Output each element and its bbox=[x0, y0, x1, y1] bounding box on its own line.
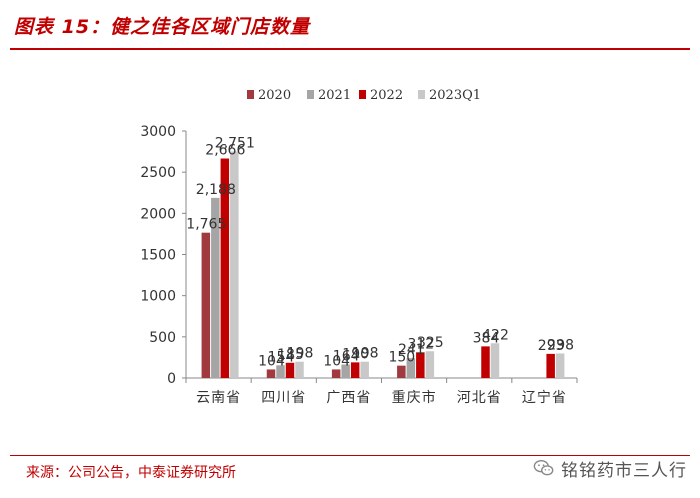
bar-2023q1 bbox=[490, 343, 500, 378]
data-label: 104 bbox=[323, 353, 350, 369]
data-label: 198 bbox=[287, 346, 314, 362]
legend-swatch-2020 bbox=[247, 90, 254, 99]
bar-2022 bbox=[220, 158, 230, 378]
data-label: 2,188 bbox=[196, 182, 236, 198]
bar-2023q1 bbox=[555, 353, 565, 378]
x-tick-label: 云南省 bbox=[196, 390, 241, 406]
data-label: 150 bbox=[388, 350, 415, 366]
x-tick-label: 重庆市 bbox=[392, 389, 437, 406]
bar-2022 bbox=[546, 353, 555, 378]
data-label: 384 bbox=[473, 330, 500, 346]
bar-chart: 0 500 1000 1500 2000 2500 3000 云南省 四川省 广西省 重庆市 河北省 辽… bbox=[140, 88, 578, 406]
data-label: 190 bbox=[342, 346, 369, 362]
bar-2021 bbox=[341, 364, 350, 378]
data-label: 154 bbox=[268, 349, 295, 365]
page-title: 图表 15：健之佳各区域门店数量 bbox=[14, 16, 311, 38]
y-tick-label: 500 bbox=[149, 330, 176, 346]
y-tick-label: 0 bbox=[167, 371, 176, 387]
bar-2021 bbox=[211, 197, 220, 378]
bar-2020 bbox=[397, 365, 406, 378]
bar-2021 bbox=[276, 365, 285, 378]
data-label: 325 bbox=[417, 335, 444, 351]
legend-label: 2022 bbox=[370, 88, 403, 103]
data-label: 1,765 bbox=[186, 217, 226, 233]
bar-2022 bbox=[285, 362, 295, 378]
footer-divider bbox=[10, 455, 690, 456]
data-label: 198 bbox=[352, 346, 379, 362]
data-label: 185 bbox=[277, 347, 304, 363]
data-label: 298 bbox=[547, 337, 574, 353]
data-label: 2,666 bbox=[205, 142, 245, 158]
x-tick-label: 辽宁省 bbox=[522, 389, 567, 406]
x-tick-label: 广西省 bbox=[326, 390, 371, 406]
y-tick-label: 2000 bbox=[140, 206, 176, 222]
legend-label: 2020 bbox=[258, 88, 291, 103]
data-label: 312 bbox=[407, 336, 434, 352]
bar-2020 bbox=[331, 369, 341, 378]
bar-2023q1 bbox=[425, 351, 435, 378]
title-divider bbox=[10, 48, 690, 50]
bar-2020 bbox=[201, 232, 211, 378]
y-tick-label: 1000 bbox=[140, 289, 176, 305]
watermark-text: 铭铭药市三人行 bbox=[561, 460, 687, 481]
x-tick-label: 四川省 bbox=[261, 390, 306, 406]
source-note: 来源：公司公告，中泰证券研究所 bbox=[26, 465, 236, 481]
legend-label: 2021 bbox=[318, 88, 351, 103]
bar-2021 bbox=[406, 358, 416, 378]
data-label: 422 bbox=[482, 327, 509, 343]
bar-2020 bbox=[266, 369, 276, 378]
bar-2022 bbox=[350, 362, 360, 378]
bar-2023q1 bbox=[230, 151, 239, 378]
bar-2023q1 bbox=[360, 361, 369, 378]
y-tick-label: 3000 bbox=[140, 124, 176, 140]
legend-swatch-2023q1 bbox=[418, 90, 425, 99]
bar-2022 bbox=[416, 352, 425, 378]
y-tick-label: 1500 bbox=[140, 248, 176, 264]
x-tick-label: 河北省 bbox=[457, 390, 502, 406]
y-tick-label: 2500 bbox=[140, 165, 176, 181]
bar-2023q1 bbox=[295, 361, 304, 378]
bar-2022 bbox=[481, 346, 490, 378]
watermark: 铭铭药市三人行 bbox=[533, 455, 687, 481]
wechat-icon bbox=[533, 459, 554, 476]
legend-label: 2023Q1 bbox=[429, 88, 481, 103]
data-label: 293 bbox=[538, 338, 565, 354]
data-label: 104 bbox=[258, 353, 285, 369]
data-label: 241 bbox=[398, 342, 425, 358]
data-label: 2,751 bbox=[215, 136, 255, 152]
legend-swatch-2021 bbox=[307, 90, 314, 99]
data-label: 164 bbox=[333, 348, 360, 364]
legend-swatch-2022 bbox=[359, 90, 366, 99]
